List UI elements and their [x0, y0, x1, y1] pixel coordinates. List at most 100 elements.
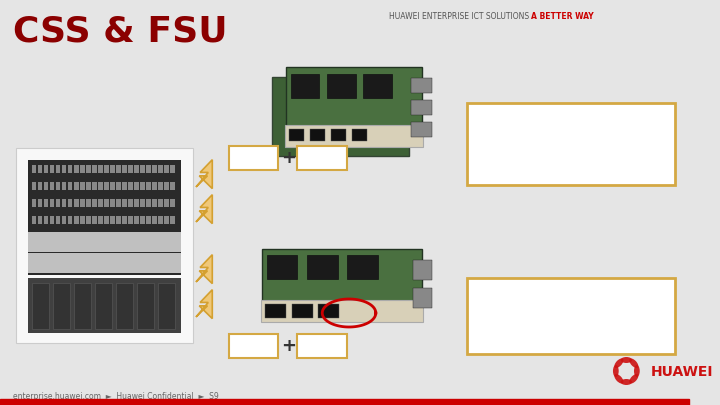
Bar [28, 232, 181, 252]
Bar [116, 283, 133, 329]
Bar [55, 199, 60, 207]
Bar [152, 216, 157, 224]
Bar [55, 165, 60, 173]
Bar [55, 216, 60, 224]
Bar [140, 199, 145, 207]
Bar [86, 165, 91, 173]
Bar [50, 199, 55, 207]
Text: enterprise.huawei.com  ►  Huawei Confidential  ►  S9: enterprise.huawei.com ► Huawei Confident… [14, 392, 219, 401]
Bar [285, 125, 423, 147]
Bar [128, 165, 132, 173]
Bar [44, 165, 48, 173]
Bar [158, 165, 163, 173]
Bar [98, 199, 103, 207]
Bar [37, 216, 42, 224]
Text: ▪Network Quality Analysis (NQA): ▪Network Quality Analysis (NQA) [473, 336, 635, 346]
Bar [86, 182, 91, 190]
Bar [152, 199, 157, 207]
Bar [44, 182, 48, 190]
Bar [92, 216, 96, 224]
Bar [116, 182, 121, 190]
Bar [92, 182, 96, 190]
Bar [128, 182, 132, 190]
Bar [413, 260, 432, 280]
Bar [140, 165, 145, 173]
Bar [122, 216, 127, 224]
Bar [134, 199, 139, 207]
Bar [158, 199, 163, 207]
Bar [134, 165, 139, 173]
Bar [80, 182, 84, 190]
Text: CSS unit: CSS unit [538, 115, 604, 129]
Bar [110, 199, 114, 207]
Bar [146, 199, 150, 207]
FancyBboxPatch shape [262, 249, 422, 321]
Polygon shape [196, 160, 212, 189]
Bar [128, 216, 132, 224]
Bar [164, 216, 169, 224]
Bar [80, 216, 84, 224]
Bar [0, 399, 688, 405]
Text: ▪CPU anti-DoS: ▪CPU anti-DoS [473, 320, 545, 330]
Bar [164, 182, 169, 190]
Text: ▪High cluster bandwidth: ▪High cluster bandwidth [473, 129, 602, 139]
Bar [92, 165, 96, 173]
Bar [110, 216, 114, 224]
Bar [110, 165, 114, 173]
FancyBboxPatch shape [364, 74, 392, 98]
Bar [32, 182, 36, 190]
Ellipse shape [614, 358, 624, 368]
FancyBboxPatch shape [297, 146, 347, 170]
FancyBboxPatch shape [228, 334, 278, 358]
Bar [158, 182, 163, 190]
Bar [50, 216, 55, 224]
FancyBboxPatch shape [286, 67, 422, 144]
Bar [62, 216, 66, 224]
Bar [73, 283, 91, 329]
Bar [146, 165, 150, 173]
Bar [55, 182, 60, 190]
Bar [116, 165, 121, 173]
Bar [104, 199, 109, 207]
Bar [28, 278, 181, 333]
Bar [28, 253, 181, 273]
Bar [50, 182, 55, 190]
Bar [310, 129, 325, 141]
Bar [50, 165, 55, 173]
Bar [17, 148, 193, 343]
Bar [164, 165, 169, 173]
Bar [92, 199, 96, 207]
Ellipse shape [634, 365, 640, 377]
Bar [116, 216, 121, 224]
Bar [68, 216, 73, 224]
Ellipse shape [614, 374, 624, 384]
Bar [37, 165, 42, 173]
Bar [86, 199, 91, 207]
Bar [98, 216, 103, 224]
Bar [86, 216, 91, 224]
Bar [152, 182, 157, 190]
Bar [467, 103, 675, 185]
Text: ▪High reliability: ▪High reliability [473, 165, 557, 175]
Bar [411, 100, 432, 115]
Bar [289, 129, 304, 141]
Bar [170, 216, 175, 224]
Text: FSU: FSU [556, 290, 586, 304]
Text: FSU: FSU [312, 341, 333, 351]
Bar [122, 199, 127, 207]
Bar [170, 165, 175, 173]
Bar [73, 216, 78, 224]
Bar [140, 216, 145, 224]
Ellipse shape [621, 357, 632, 363]
Bar [44, 199, 48, 207]
Bar [104, 216, 109, 224]
Bar [73, 182, 78, 190]
Text: ▪Ethernet OAM, MPLS OAM, BFD: ▪Ethernet OAM, MPLS OAM, BFD [473, 304, 632, 314]
Bar [73, 199, 78, 207]
FancyBboxPatch shape [297, 334, 347, 358]
FancyBboxPatch shape [267, 255, 297, 279]
Bar [80, 165, 84, 173]
Bar [158, 283, 175, 329]
FancyBboxPatch shape [291, 74, 320, 98]
FancyBboxPatch shape [271, 77, 409, 156]
